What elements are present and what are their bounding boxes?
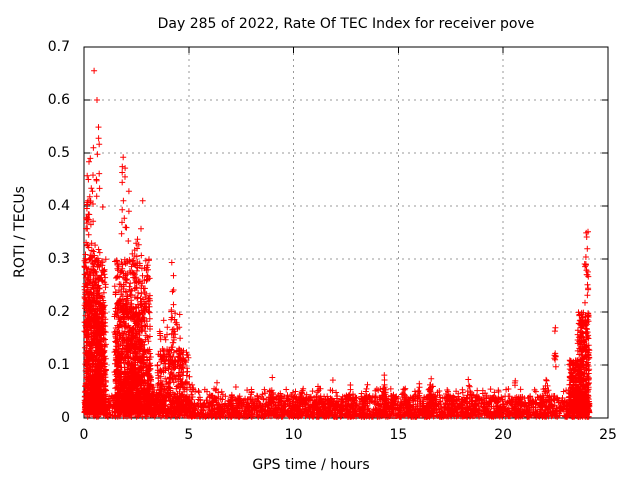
y-tick-label-0.6: 0.6 [47, 92, 70, 108]
x-tick-label-15: 15 [389, 427, 408, 443]
data-points [81, 67, 593, 420]
y-tick-label-0.3: 0.3 [47, 251, 70, 267]
plot-border [83, 46, 609, 419]
x-tick-label-25: 25 [599, 427, 617, 443]
x-tick-label-10: 10 [284, 427, 303, 443]
x-tick-label-5: 5 [184, 427, 194, 443]
y-tick-label-0.1: 0.1 [47, 357, 70, 373]
y-tick-label-0.2: 0.2 [47, 304, 70, 320]
x-tick-label-0: 0 [79, 427, 89, 443]
y-tick-label-0.4: 0.4 [47, 198, 70, 214]
y-tick-label-0.7: 0.7 [47, 39, 70, 55]
y-tick-label-0.5: 0.5 [47, 145, 70, 161]
x-tick-label-20: 20 [494, 427, 513, 443]
chart-title: Day 285 of 2022, Rate Of TEC Index for r… [157, 16, 535, 32]
y-tick-label-0: 0 [61, 410, 70, 426]
x-axis-title: GPS time / hours [252, 457, 370, 473]
